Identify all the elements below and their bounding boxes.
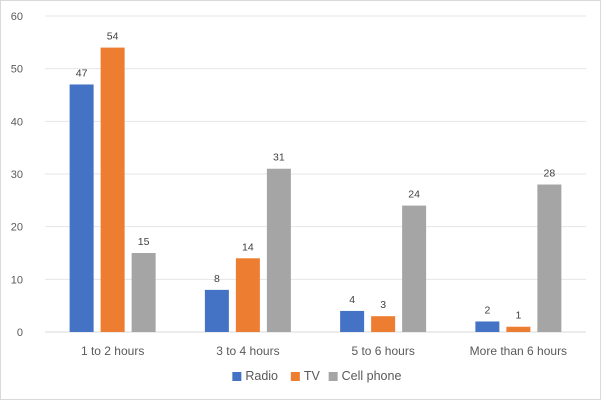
data-label: 47 <box>76 67 88 79</box>
legend-label: TV <box>304 369 321 383</box>
data-label: 8 <box>214 273 220 285</box>
y-tick-label: 0 <box>17 327 23 339</box>
y-tick-label: 30 <box>11 169 23 181</box>
legend-label: Cell phone <box>342 369 402 383</box>
legend-swatch <box>328 372 338 381</box>
bar-radio <box>475 321 500 332</box>
legend-swatch <box>290 372 300 381</box>
gridlines <box>45 15 586 333</box>
x-category-label: More than 6 hours <box>470 344 567 358</box>
y-tick-label: 50 <box>11 64 23 76</box>
data-label: 24 <box>408 189 420 201</box>
legend-item-radio: Radio <box>232 369 278 383</box>
bar-tv <box>100 47 125 332</box>
bar-tv <box>506 326 531 332</box>
data-label: 28 <box>544 168 556 180</box>
bars <box>69 47 562 332</box>
x-category-label: 3 to 4 hours <box>216 344 279 358</box>
bar-cell-phone <box>402 205 427 332</box>
legend-item-tv: TV <box>290 369 321 383</box>
data-label: 15 <box>138 236 150 248</box>
y-tick-label: 20 <box>11 222 23 234</box>
data-label: 3 <box>380 299 386 311</box>
legend-item-cell-phone: Cell phone <box>328 369 402 383</box>
legend-swatch <box>232 372 242 381</box>
bar-cell-phone <box>131 253 156 332</box>
y-tick-label: 40 <box>11 116 23 128</box>
bar-cell-phone <box>266 168 291 332</box>
data-label: 4 <box>349 294 355 306</box>
y-tick-label: 10 <box>11 274 23 286</box>
data-label: 14 <box>242 241 254 253</box>
data-label: 2 <box>484 304 490 316</box>
bar-cell-phone <box>537 184 562 332</box>
y-axis-ticks: 0 10 20 30 40 50 60 <box>11 11 23 339</box>
legend: Radio TV Cell phone <box>232 369 401 383</box>
x-category-label: 5 to 6 hours <box>351 344 414 358</box>
data-label: 31 <box>273 152 285 164</box>
data-label: 54 <box>107 31 119 43</box>
x-category-label: 1 to 2 hours <box>81 344 144 358</box>
y-tick-label: 60 <box>11 11 23 23</box>
data-labels: 47 54 15 8 14 31 4 3 24 2 1 28 <box>76 31 556 322</box>
legend-label: Radio <box>245 369 278 383</box>
bar-radio <box>340 310 365 332</box>
data-label: 1 <box>515 310 521 322</box>
bar-tv <box>235 258 260 332</box>
x-axis-categories: 1 to 2 hours 3 to 4 hours 5 to 6 hours More… <box>81 344 567 358</box>
bar-radio <box>204 289 229 332</box>
bar-radio <box>69 84 94 332</box>
bar-tv <box>371 316 396 332</box>
